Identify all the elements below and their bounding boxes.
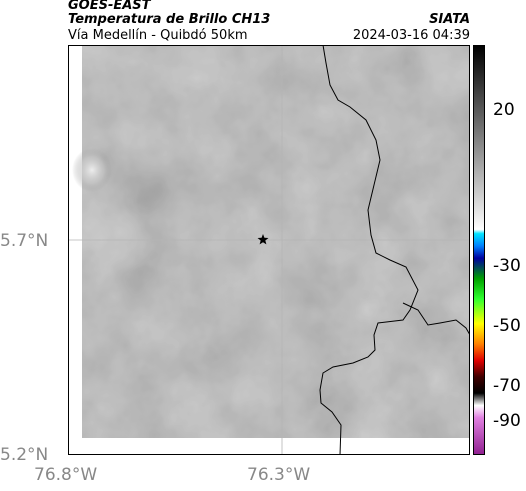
colorbar-tick-minus-30: -30 [493, 256, 521, 276]
lat-label-5.2: 5.2°N [0, 445, 49, 465]
colorbar [473, 45, 488, 455]
brightness-temperature-field [72, 45, 470, 438]
coastline-border [319, 44, 419, 456]
colorbar-tick-20: 20 [493, 100, 515, 120]
colorbar-tick-minus-70: -70 [493, 376, 521, 396]
map-panel[interactable] [68, 44, 471, 456]
agency-label: SIATA [429, 12, 470, 27]
star-marker[interactable] [257, 234, 269, 245]
satellite-title: GOES-EAST [68, 0, 151, 13]
colorbar-tick-minus-90: -90 [493, 411, 521, 431]
product-title: Temperatura de Brillo CH13 [68, 12, 271, 27]
colorbar-tick-minus-50: -50 [493, 316, 521, 336]
lon-label-76.3: 76.3°W [247, 465, 311, 485]
map-frame [68, 45, 470, 455]
lat-label-5.7: 5.7°N [0, 231, 49, 251]
lon-label-76.8: 76.8°W [34, 465, 98, 485]
route-subtitle: Vía Medellín - Quibdó 50km [68, 28, 248, 43]
map-canvas [68, 44, 471, 456]
department-border [402, 302, 471, 336]
datetime-label: 2024-03-16 04:39 [352, 28, 470, 43]
